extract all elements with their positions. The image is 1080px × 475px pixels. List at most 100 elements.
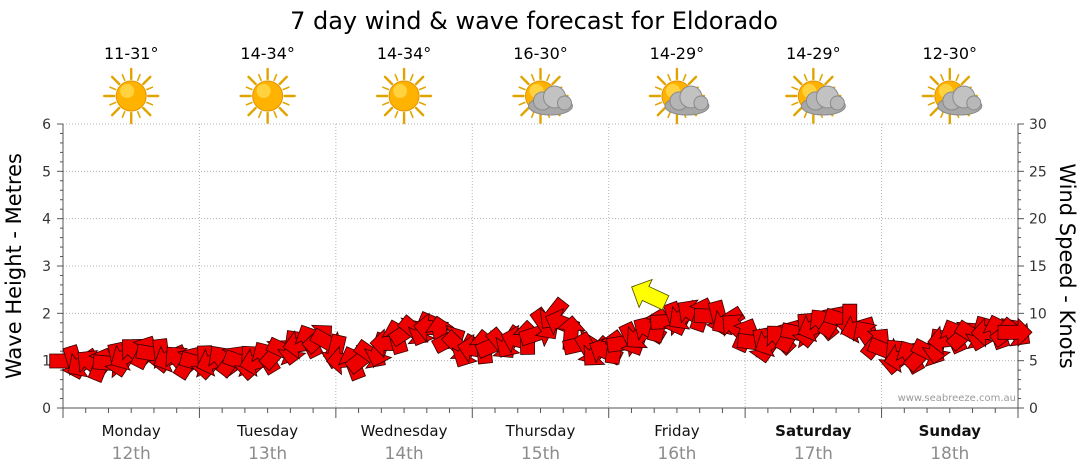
date-label: 14th — [385, 444, 424, 464]
wind-arrow-highlight — [631, 278, 670, 311]
temp-range: 14-29° — [786, 44, 841, 63]
sun-ray — [520, 75, 530, 86]
right-tick-label: 0 — [1029, 401, 1038, 417]
left-tick-label: 0 — [42, 401, 51, 417]
date-label: 12th — [112, 444, 151, 464]
sun-ray — [418, 86, 427, 91]
sun-ray — [824, 75, 834, 86]
sun-icon — [375, 67, 433, 125]
sun-ray — [136, 110, 141, 119]
sun-ray — [520, 106, 530, 117]
sun-ray — [245, 86, 253, 91]
day-label: Thursday — [505, 422, 576, 440]
cloud-icon — [528, 85, 573, 116]
right-axis-title: Wind Speed - Knots — [1055, 163, 1079, 368]
sun-ray — [409, 110, 414, 119]
right-tick-label: 15 — [1029, 259, 1047, 275]
sun-ray — [414, 106, 425, 117]
temp-range: 14-34° — [377, 44, 432, 63]
day-label: Saturday — [775, 422, 852, 440]
left-tick-label: 2 — [42, 306, 51, 322]
cloud-puff — [693, 95, 709, 111]
cloud-icon — [664, 85, 710, 116]
sun-ray — [654, 86, 663, 91]
sun-ray — [394, 110, 399, 119]
cloud-puff — [829, 95, 845, 111]
date-label: 13th — [248, 444, 287, 464]
sun-ray — [121, 73, 126, 82]
partly-cloudy-icon — [921, 67, 983, 125]
cloud-icon — [937, 85, 983, 116]
sun-ray — [530, 73, 535, 82]
sun-ray — [793, 106, 803, 117]
sun-ray — [414, 75, 425, 86]
left-tick-label: 5 — [42, 164, 51, 180]
chart-title: 7 day wind & wave forecast for Eldorado — [290, 7, 778, 35]
sun-ray — [247, 75, 257, 86]
sun-ray — [687, 75, 698, 86]
temp-range: 14-29° — [650, 44, 705, 63]
sun-ray — [418, 101, 427, 106]
sun-ray — [282, 86, 290, 91]
sun-ray — [110, 75, 121, 86]
sun-ray — [791, 86, 799, 91]
sun-ray — [142, 75, 152, 86]
left-tick-label: 4 — [42, 212, 51, 228]
left-tick-label: 6 — [42, 117, 51, 133]
series — [49, 278, 1033, 383]
sun-ray — [803, 110, 808, 119]
sun-ray — [793, 75, 803, 86]
sun-ray — [667, 110, 672, 119]
sun-ray — [656, 75, 667, 86]
right-tick-label: 10 — [1029, 306, 1047, 322]
temp-range: 11-31° — [104, 44, 159, 63]
sun-ray — [245, 101, 253, 106]
sun-ray — [146, 86, 154, 91]
partly-cloudy-icon — [648, 67, 710, 125]
sun-ray — [551, 75, 561, 86]
sun-ray — [819, 73, 823, 82]
sun-ray — [682, 73, 687, 82]
sun-ray — [654, 101, 663, 106]
sun-ray — [142, 106, 152, 117]
sun-ray — [382, 101, 390, 106]
sun-ray — [146, 101, 154, 106]
sun-ray — [546, 73, 551, 82]
sun-ray — [109, 101, 117, 106]
right-tick-label: 5 — [1029, 354, 1038, 370]
sun-ray — [278, 75, 288, 86]
sun-ray — [110, 106, 121, 117]
sun-ray — [409, 73, 414, 82]
date-label: 15th — [521, 444, 560, 464]
date-label: 16th — [657, 444, 696, 464]
sun-ray — [940, 110, 945, 119]
cloud-puff — [557, 95, 572, 111]
sun-ray — [383, 75, 394, 86]
sun-ray — [136, 73, 141, 82]
credit-text: www.seabreeze.com.au — [898, 393, 1016, 404]
sun-ray — [960, 75, 971, 86]
sun-ray — [791, 101, 799, 106]
wind-arrow — [997, 317, 1033, 348]
date-label: 17th — [794, 444, 833, 464]
right-tick-label: 20 — [1029, 212, 1047, 228]
sun-ray — [667, 73, 672, 82]
sun-ray — [273, 73, 278, 82]
cloud-puff — [966, 95, 982, 111]
sun-highlight — [120, 84, 135, 98]
left-axis-title: Wave Height - Metres — [2, 153, 26, 379]
day-label: Wednesday — [361, 422, 448, 440]
sun-ray — [258, 73, 262, 82]
sun-ray — [518, 101, 526, 106]
sun-ray — [121, 110, 126, 119]
sun-ray — [278, 106, 288, 117]
weather-icons: 11-31° 14-34° 14-34° 16-30° 14-29° 14-29° 12-3… — [103, 44, 983, 125]
sun-highlight — [393, 84, 408, 98]
sun-icon — [103, 67, 160, 125]
sun-ray — [530, 110, 535, 119]
temp-range: 16-30° — [513, 44, 568, 63]
right-tick-label: 25 — [1029, 164, 1047, 180]
date-label: 18th — [930, 444, 969, 464]
sun-ray — [518, 86, 526, 91]
sun-ray — [927, 101, 935, 106]
